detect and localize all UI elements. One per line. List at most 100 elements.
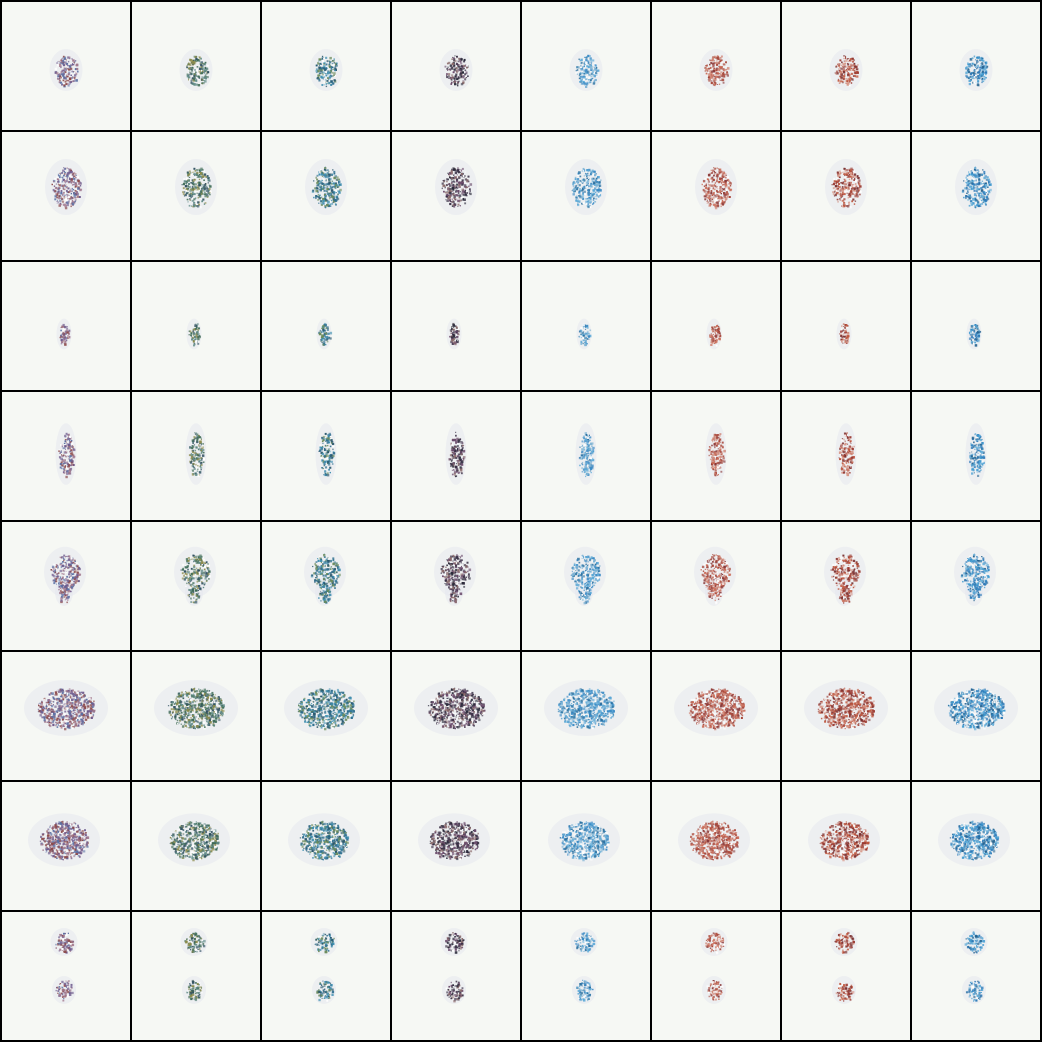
speckled-blob-image [392, 652, 520, 780]
grid-tile-r8-c7 [782, 912, 910, 1040]
grid-tile-r7-c3 [262, 782, 390, 910]
speckled-blob-image [912, 652, 1040, 780]
grid-tile-r1-c8 [912, 2, 1040, 130]
speckled-blob-image [522, 2, 650, 130]
grid-tile-r3-c1 [2, 262, 130, 390]
speckled-blob-image [132, 392, 260, 520]
grid-tile-r8-c1 [2, 912, 130, 1040]
grid-tile-r6-c6 [652, 652, 780, 780]
speckled-blob-image [392, 132, 520, 260]
grid-tile-r1-c5 [522, 2, 650, 130]
grid-tile-r1-c6 [652, 2, 780, 130]
speckled-blob-image [2, 912, 130, 1040]
speckled-blob-image [912, 392, 1040, 520]
grid-tile-r5-c4 [392, 522, 520, 650]
speckled-blob-image [652, 652, 780, 780]
speckled-blob-image [2, 132, 130, 260]
speckled-blob-image [522, 262, 650, 390]
speckled-blob-image [782, 392, 910, 520]
grid-tile-r3-c8 [912, 262, 1040, 390]
grid-tile-r3-c4 [392, 262, 520, 390]
grid-tile-r1-c3 [262, 2, 390, 130]
grid-tile-r4-c8 [912, 392, 1040, 520]
speckled-blob-image [262, 2, 390, 130]
grid-tile-r2-c7 [782, 132, 910, 260]
speckled-blob-image [522, 652, 650, 780]
grid-tile-r2-c5 [522, 132, 650, 260]
grid-tile-r5-c3 [262, 522, 390, 650]
grid-tile-r1-c4 [392, 2, 520, 130]
speckled-blob-image [392, 782, 520, 910]
speckled-blob-image [782, 262, 910, 390]
speckled-blob-image [132, 912, 260, 1040]
speckled-blob-image [912, 262, 1040, 390]
speckled-blob-image [132, 2, 260, 130]
speckled-blob-image [782, 132, 910, 260]
speckled-blob-image [2, 652, 130, 780]
speckled-blob-image [262, 522, 390, 650]
speckled-blob-image [522, 912, 650, 1040]
grid-tile-r2-c4 [392, 132, 520, 260]
speckled-blob-image [392, 522, 520, 650]
grid-tile-r7-c7 [782, 782, 910, 910]
grid-tile-r2-c1 [2, 132, 130, 260]
speckled-blob-image [262, 132, 390, 260]
grid-tile-r3-c5 [522, 262, 650, 390]
grid-tile-r6-c2 [132, 652, 260, 780]
speckled-blob-image [522, 392, 650, 520]
speckled-blob-image [782, 2, 910, 130]
grid-tile-r4-c4 [392, 392, 520, 520]
grid-tile-r7-c2 [132, 782, 260, 910]
speckled-blob-image [782, 522, 910, 650]
grid-tile-r8-c5 [522, 912, 650, 1040]
grid-tile-r8-c3 [262, 912, 390, 1040]
grid-tile-r3-c2 [132, 262, 260, 390]
grid-tile-r4-c2 [132, 392, 260, 520]
grid-tile-r8-c8 [912, 912, 1040, 1040]
speckled-blob-image [262, 912, 390, 1040]
grid-tile-r7-c6 [652, 782, 780, 910]
grid-tile-r2-c2 [132, 132, 260, 260]
speckled-blob-image [132, 522, 260, 650]
grid-tile-r5-c1 [2, 522, 130, 650]
grid-tile-r2-c3 [262, 132, 390, 260]
speckled-blob-image [132, 132, 260, 260]
speckled-blob-image [912, 912, 1040, 1040]
speckled-blob-image [522, 132, 650, 260]
speckled-blob-image [522, 522, 650, 650]
grid-tile-r4-c1 [2, 392, 130, 520]
speckled-blob-image [912, 522, 1040, 650]
speckled-blob-image [2, 392, 130, 520]
speckled-blob-image [652, 262, 780, 390]
grid-tile-r5-c8 [912, 522, 1040, 650]
grid-tile-r6-c5 [522, 652, 650, 780]
speckled-blob-image [262, 652, 390, 780]
speckled-blob-image [652, 912, 780, 1040]
speckled-blob-image [262, 262, 390, 390]
grid-tile-r7-c8 [912, 782, 1040, 910]
grid-tile-r8-c4 [392, 912, 520, 1040]
speckled-blob-image [392, 2, 520, 130]
speckled-blob-image [652, 782, 780, 910]
grid-tile-r3-c7 [782, 262, 910, 390]
grid-tile-r7-c4 [392, 782, 520, 910]
grid-tile-r1-c7 [782, 2, 910, 130]
speckled-blob-image [2, 262, 130, 390]
speckled-blob-image [262, 392, 390, 520]
grid-tile-r3-c6 [652, 262, 780, 390]
grid-tile-r6-c1 [2, 652, 130, 780]
grid-tile-r4-c5 [522, 392, 650, 520]
speckled-blob-image [782, 912, 910, 1040]
speckled-blob-image [132, 652, 260, 780]
grid-tile-r5-c6 [652, 522, 780, 650]
speckled-blob-image [782, 652, 910, 780]
grid-tile-r5-c5 [522, 522, 650, 650]
grid-tile-r2-c6 [652, 132, 780, 260]
grid-tile-r4-c3 [262, 392, 390, 520]
grid-tile-r6-c3 [262, 652, 390, 780]
speckled-blob-image [2, 782, 130, 910]
speckled-blob-image [522, 782, 650, 910]
grid-tile-r7-c1 [2, 782, 130, 910]
grid-tile-r2-c8 [912, 132, 1040, 260]
